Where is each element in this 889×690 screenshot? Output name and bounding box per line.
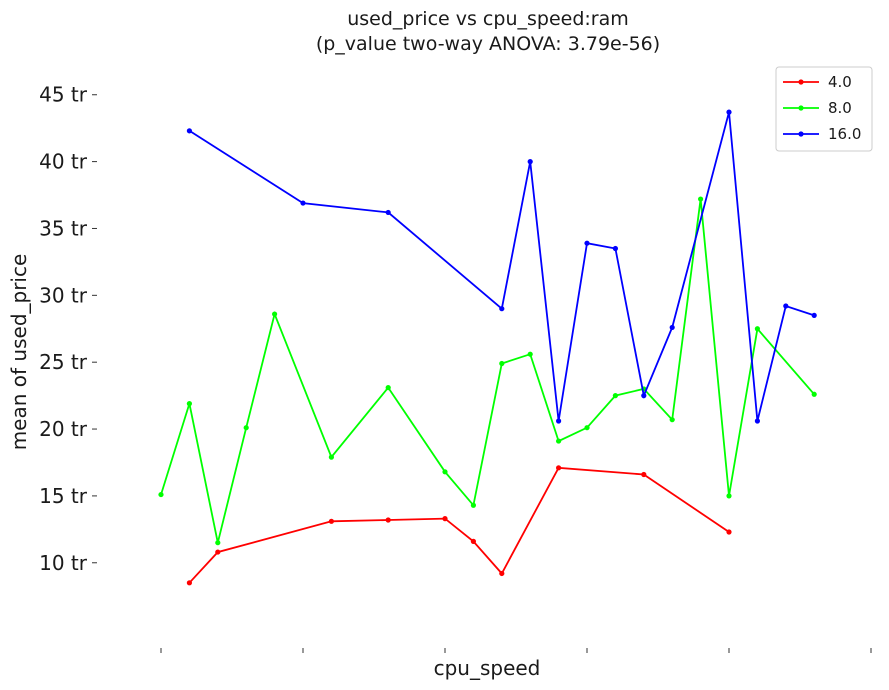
data-point — [556, 418, 562, 424]
data-point — [612, 245, 619, 252]
data-point — [698, 196, 704, 202]
data-point — [584, 425, 590, 431]
y-tick-label: 30 tr — [39, 283, 88, 307]
data-point — [215, 540, 221, 546]
data-point — [186, 580, 192, 586]
y-tick-label: 45 tr — [39, 83, 88, 107]
data-point — [328, 518, 334, 524]
data-point — [215, 549, 221, 555]
data-point — [584, 240, 590, 246]
data-point — [641, 393, 647, 399]
legend-marker — [798, 79, 804, 85]
series-line-16.0 — [188, 111, 815, 422]
data-point — [499, 306, 505, 312]
data-point — [186, 401, 192, 407]
y-tick-label: 15 tr — [39, 484, 88, 508]
y-axis-label: mean of used_price — [7, 254, 31, 451]
data-point — [328, 454, 334, 460]
y-tick-label: 10 tr — [39, 551, 88, 575]
data-point — [783, 303, 789, 309]
data-point — [726, 529, 732, 535]
data-point — [754, 418, 761, 424]
data-point — [527, 159, 533, 165]
data-point — [556, 465, 562, 471]
legend-frame — [775, 66, 873, 152]
data-point — [186, 128, 192, 134]
data-point — [470, 502, 476, 508]
data-point — [442, 469, 448, 475]
data-point — [641, 471, 647, 478]
data-point — [300, 200, 306, 206]
data-point — [499, 570, 505, 577]
y-tick-label: 35 tr — [39, 216, 88, 240]
data-point — [612, 393, 619, 399]
data-point — [385, 517, 391, 523]
data-point — [272, 311, 278, 317]
data-point — [385, 209, 391, 216]
legend-label-16.0: 16.0 — [828, 125, 861, 143]
data-point — [811, 391, 817, 397]
data-point — [754, 326, 761, 332]
data-point — [243, 425, 249, 431]
x-axis-label: cpu_speed — [434, 656, 541, 680]
data-point — [669, 417, 675, 423]
y-tick-label: 20 tr — [39, 417, 88, 441]
y-tick-label: 40 tr — [39, 150, 88, 174]
legend-label-8.0: 8.0 — [828, 99, 852, 117]
data-point — [385, 384, 391, 391]
series-line-8.0 — [160, 198, 815, 543]
data-point — [669, 324, 675, 331]
data-point — [499, 360, 505, 367]
y-axis-ticks: 10 tr 15 tr 20 tr 25 tr 30 tr 35 tr 40 tr 45 tr — [39, 83, 97, 575]
data-point — [442, 516, 448, 522]
data-point — [470, 538, 476, 544]
data-point — [556, 438, 562, 444]
data-point — [527, 351, 533, 357]
data-point — [811, 312, 817, 318]
legend-marker — [798, 131, 804, 137]
legend-marker — [798, 105, 804, 111]
series-line-4.0 — [188, 466, 730, 584]
series-lines — [158, 109, 817, 586]
legend-label-4.0: 4.0 — [828, 73, 852, 91]
legend: 4.0 8.0 16.0 — [775, 66, 873, 152]
chart-title: used_price vs cpu_speed:ram — [347, 8, 629, 30]
data-point — [158, 491, 164, 498]
data-point — [726, 109, 732, 115]
chart-subtitle: (p_value two-way ANOVA: 3.79e-56) — [316, 33, 660, 55]
data-point — [726, 493, 732, 499]
x-axis-ticks — [160, 648, 872, 653]
y-tick-label: 25 tr — [39, 350, 88, 374]
